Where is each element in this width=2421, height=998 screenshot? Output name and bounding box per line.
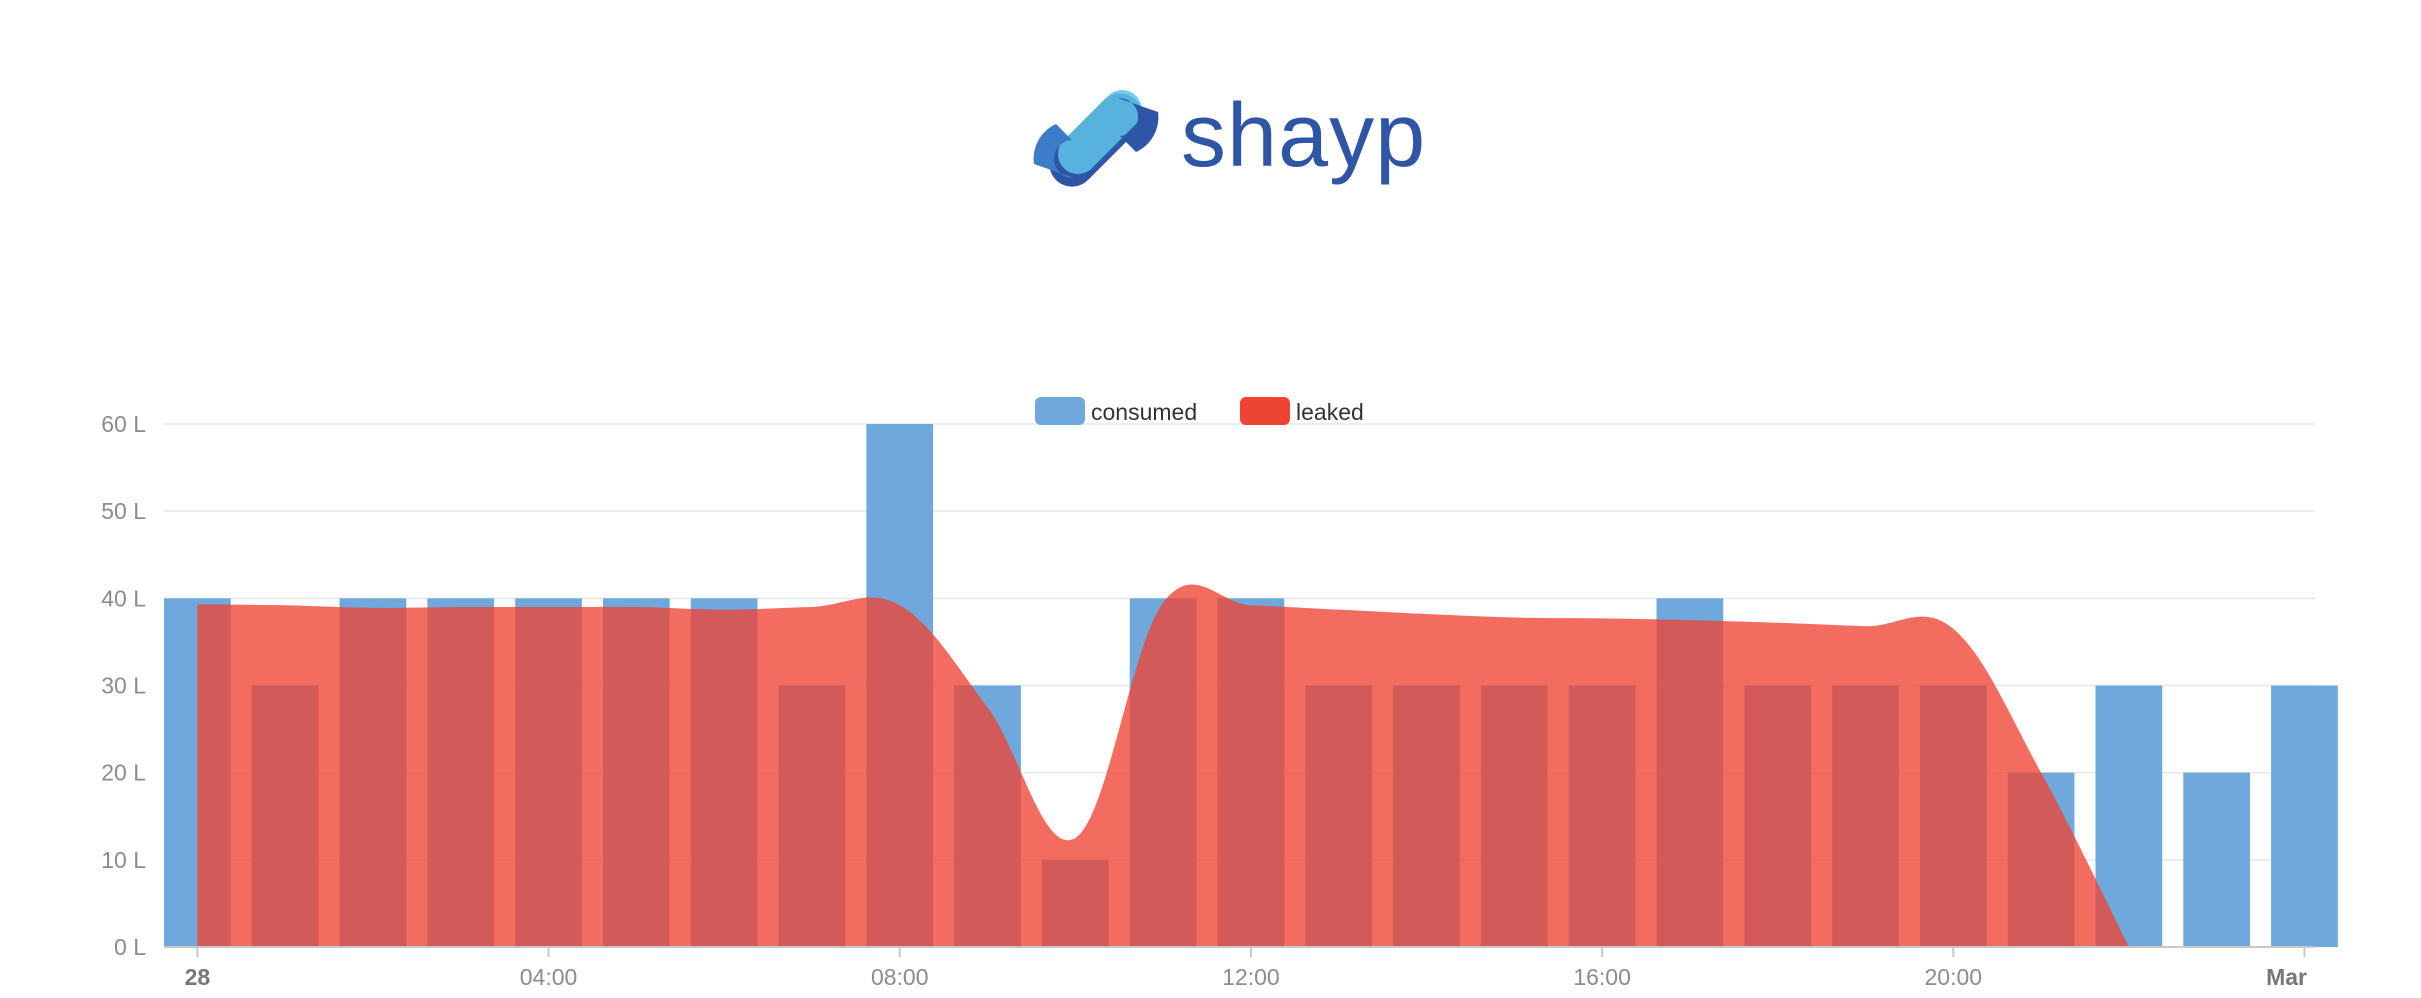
legend-swatch[interactable] [1035,397,1085,425]
x-tick-label: 28 [185,964,211,990]
x-tick-label: 08:00 [871,964,929,990]
legend-swatch[interactable] [1240,397,1290,425]
y-tick-label: 0 L [114,934,146,960]
brand-logo: shayp [1026,78,1425,198]
x-tick-label: 16:00 [1573,964,1631,990]
x-tick-label: 20:00 [1924,964,1982,990]
consumed-bar[interactable] [2183,772,2251,947]
y-tick-label: 60 L [101,411,146,437]
legend-label[interactable]: leaked [1296,399,1364,425]
y-tick-label: 40 L [101,585,146,611]
axes: 0 L 10 L 20 L 30 L 40 L 50 L 60 L 28 04:00 08:00 1… [101,411,2315,990]
y-tick-label: 50 L [101,498,146,524]
x-tick-label: 04:00 [520,964,578,990]
x-tick-label: 12:00 [1222,964,1280,990]
y-tick-label: 10 L [101,847,146,873]
leaked-area-path[interactable] [197,584,2129,947]
brand-name: shayp [1181,86,1427,186]
shayp-link-icon [1033,90,1159,187]
consumed-bar[interactable] [2271,685,2338,948]
leaked-area [197,584,2129,947]
x-tick-label: Mar [2266,964,2307,990]
y-tick-label: 30 L [101,673,146,699]
legend-label[interactable]: consumed [1091,399,1197,425]
legend[interactable]: consumed leaked [1035,397,1364,425]
y-tick-label: 20 L [101,760,146,786]
